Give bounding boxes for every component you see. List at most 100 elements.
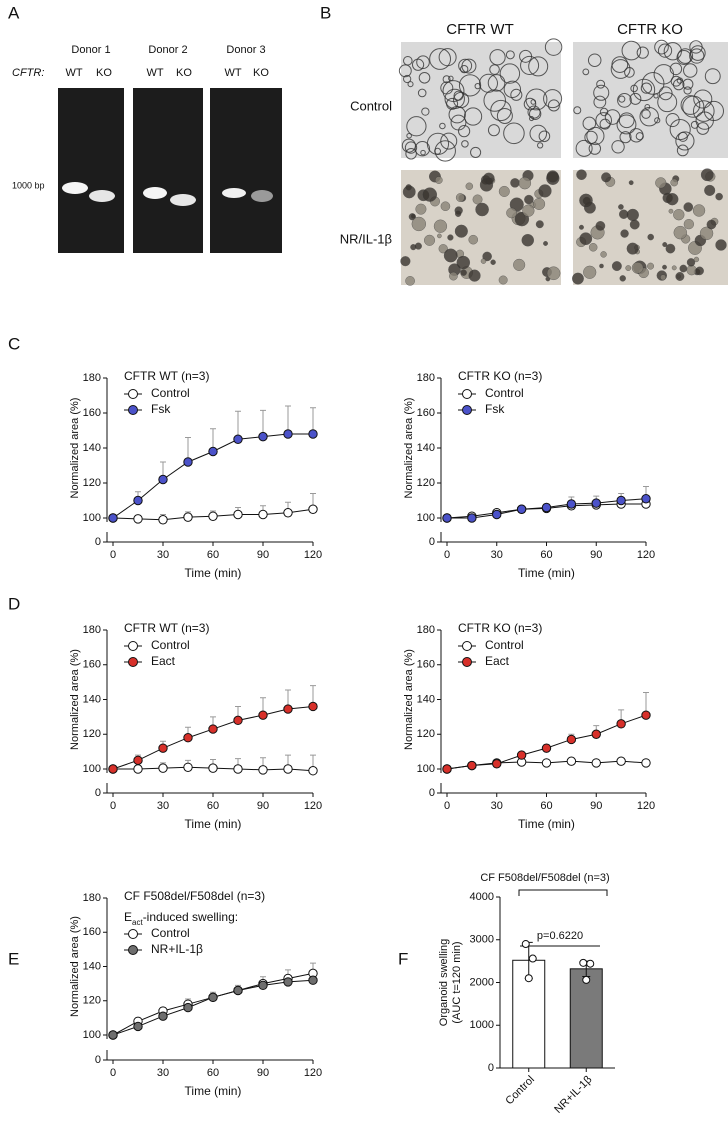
x-tick-label: 90 xyxy=(257,800,269,812)
organoid xyxy=(672,78,685,91)
organoid xyxy=(680,95,701,115)
organoid xyxy=(489,49,506,66)
row-label: Control xyxy=(350,98,392,113)
legend-label: Control xyxy=(151,926,190,940)
organoid xyxy=(455,193,465,202)
y-axis-label: Normalized area (%) xyxy=(403,398,415,499)
data-point xyxy=(308,429,318,439)
legend-marker xyxy=(128,405,138,415)
organoid xyxy=(669,118,691,141)
y-tick-label: 140 xyxy=(83,442,101,454)
organoid xyxy=(582,68,590,76)
organoid xyxy=(683,63,698,78)
organoid xyxy=(673,225,688,240)
organoid xyxy=(621,40,642,61)
organoid xyxy=(641,72,665,95)
x-tick-label: 120 xyxy=(304,549,322,561)
organoid xyxy=(699,226,714,241)
organoid xyxy=(715,239,727,251)
organoid xyxy=(424,234,436,246)
gel-image xyxy=(58,88,282,253)
data-point xyxy=(133,1021,143,1032)
organoid xyxy=(404,141,418,154)
y-tick-label: 120 xyxy=(417,477,435,489)
y-tick-label: 0 xyxy=(95,536,101,548)
organoid xyxy=(406,132,412,139)
organoid xyxy=(498,185,510,197)
data-point xyxy=(283,764,293,774)
data-point xyxy=(208,763,218,773)
organoid xyxy=(695,111,714,130)
gene-label: CFTR: xyxy=(12,67,44,79)
y-tick-label: 3000 xyxy=(470,934,494,946)
x-tick-label: 60 xyxy=(207,1067,219,1079)
organoid xyxy=(704,68,721,85)
organoid xyxy=(490,259,496,265)
data-point xyxy=(442,764,452,774)
organoid xyxy=(675,272,685,281)
x-tick-label: 60 xyxy=(540,800,552,812)
organoid xyxy=(434,140,456,162)
organoid xyxy=(529,124,548,143)
bar xyxy=(569,968,603,1069)
data-point xyxy=(516,504,527,514)
legend-label: Fsk xyxy=(485,402,505,416)
organoid xyxy=(641,109,651,119)
organoid xyxy=(655,177,667,189)
organoid xyxy=(682,78,694,90)
organoid xyxy=(599,263,604,269)
organoid xyxy=(465,182,474,191)
lane-label: KO xyxy=(176,67,192,79)
x-tick-label: NR+IL-1β xyxy=(552,1074,594,1116)
donor-label: Donor 1 xyxy=(71,44,110,56)
x-tick-label: 30 xyxy=(491,800,503,812)
data-point xyxy=(158,515,168,525)
organoid xyxy=(611,261,622,272)
organoid xyxy=(588,142,602,155)
organoid xyxy=(620,229,629,238)
organoid xyxy=(706,219,717,230)
x-tick-label: 30 xyxy=(157,800,169,812)
organoid xyxy=(522,204,535,217)
organoid xyxy=(525,88,548,111)
y-tick-label: 180 xyxy=(83,624,101,636)
organoid xyxy=(440,132,458,150)
organoid xyxy=(660,274,667,281)
data-point xyxy=(133,755,143,766)
organoid xyxy=(704,184,716,196)
organoid xyxy=(601,172,612,183)
data-point xyxy=(521,940,530,949)
y-tick-label: 160 xyxy=(83,926,101,938)
organoid xyxy=(600,251,607,258)
organoid xyxy=(475,202,489,217)
organoid xyxy=(631,262,644,274)
chart-title: CF F508del/F508del (n=3) xyxy=(480,872,609,884)
data-point xyxy=(516,750,527,760)
significance-bracket xyxy=(518,889,608,896)
data-point xyxy=(233,715,243,726)
data-point xyxy=(108,513,118,523)
y-tick-label: 140 xyxy=(417,693,435,705)
y-tick-label: 120 xyxy=(83,728,101,740)
organoid xyxy=(584,130,598,145)
organoid xyxy=(671,265,677,271)
organoid xyxy=(587,53,602,67)
organoid xyxy=(456,255,471,270)
chart-title: CFTR WT (n=3) xyxy=(124,369,209,383)
organoid xyxy=(586,126,605,146)
organoid xyxy=(546,266,561,281)
data-point xyxy=(183,457,193,467)
data-point xyxy=(208,724,218,734)
organoid xyxy=(433,219,448,233)
data-point xyxy=(183,762,193,772)
legend-marker xyxy=(462,657,472,667)
organoid xyxy=(403,55,413,66)
legend-label: Control xyxy=(485,638,524,652)
legend-marker xyxy=(462,641,472,651)
data-point xyxy=(616,719,626,729)
organoid xyxy=(670,178,679,187)
x-tick-label: 90 xyxy=(257,1067,269,1079)
data-point xyxy=(616,495,626,506)
legend-marker xyxy=(128,641,138,651)
